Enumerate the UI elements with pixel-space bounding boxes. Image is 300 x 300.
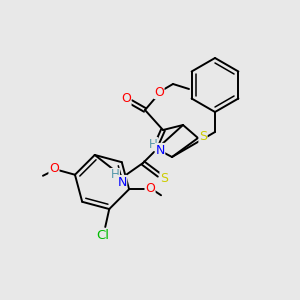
Text: H: H <box>111 169 119 182</box>
Text: S: S <box>199 130 207 143</box>
Text: O: O <box>49 162 59 175</box>
Text: Cl: Cl <box>97 229 110 242</box>
Text: H: H <box>148 137 158 151</box>
Text: S: S <box>160 172 168 185</box>
Text: O: O <box>154 85 164 98</box>
Text: O: O <box>121 92 131 106</box>
Text: N: N <box>155 143 165 157</box>
Text: N: N <box>117 176 127 188</box>
Text: O: O <box>145 182 155 195</box>
